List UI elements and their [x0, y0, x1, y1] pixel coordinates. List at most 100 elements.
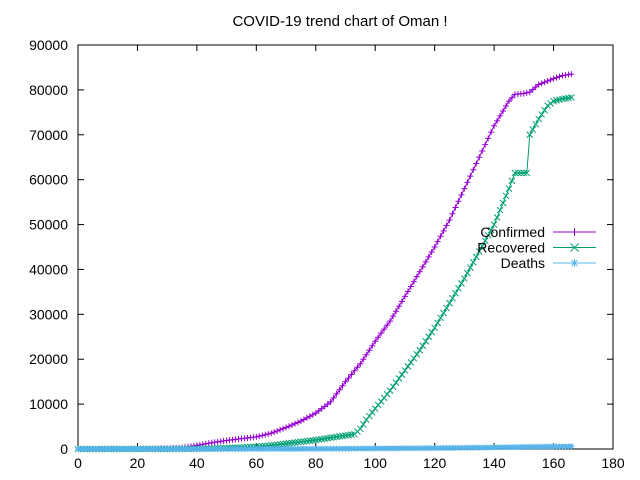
x-tick-label: 140: [482, 455, 506, 471]
data-point-confirmed: [360, 356, 367, 363]
data-point-confirmed: [271, 429, 278, 436]
data-point-recovered: [428, 328, 436, 336]
data-point-confirmed: [348, 371, 355, 378]
data-point-confirmed: [277, 426, 284, 433]
data-point-confirmed: [283, 424, 290, 431]
x-tick-label: 40: [189, 455, 205, 471]
data-point-recovered: [514, 169, 522, 177]
data-point-recovered: [416, 346, 424, 354]
data-point-confirmed: [262, 431, 269, 438]
data-point-recovered: [568, 94, 575, 101]
data-point-recovered: [425, 333, 433, 341]
data-point-confirmed: [265, 431, 272, 438]
data-point-recovered: [493, 214, 501, 221]
data-point-confirmed: [455, 198, 462, 205]
data-point-recovered: [502, 192, 510, 200]
data-point-confirmed: [396, 303, 402, 310]
data-point-confirmed: [327, 398, 334, 405]
data-point-confirmed: [434, 238, 441, 245]
legend-label-recovered: Recovered: [477, 240, 545, 256]
data-point-confirmed: [550, 75, 557, 82]
data-point-recovered: [392, 379, 400, 386]
data-point-recovered: [449, 294, 456, 302]
data-point-recovered: [404, 363, 412, 370]
data-point-confirmed: [538, 80, 545, 87]
data-point-confirmed: [458, 191, 465, 198]
x-tick-label: 20: [130, 455, 146, 471]
data-point-confirmed: [381, 326, 388, 333]
axes-group: 0 20 40 60 80 100 120 140 160 180 0 10000 20000 30000…: [29, 37, 625, 471]
data-point-confirmed: [485, 135, 492, 142]
data-point-confirmed: [541, 79, 548, 86]
data-point-confirmed: [422, 258, 429, 265]
y-tick-label: 60000: [29, 172, 68, 188]
data-point-confirmed: [387, 318, 394, 325]
data-point-recovered: [484, 231, 492, 239]
legend-label-confirmed: Confirmed: [480, 224, 545, 240]
data-point-confirmed: [330, 394, 337, 401]
x-tick-label: 0: [74, 455, 82, 471]
data-point-recovered: [523, 169, 531, 177]
data-point-confirmed: [461, 185, 468, 192]
data-point-confirmed: [366, 347, 373, 354]
data-point-recovered: [395, 375, 403, 382]
data-point-deaths: [568, 443, 575, 450]
data-point-recovered: [452, 289, 459, 297]
x-tick-label: 180: [601, 455, 625, 471]
data-point-recovered: [386, 387, 394, 394]
data-point-recovered: [365, 412, 373, 420]
data-point-confirmed: [294, 419, 301, 426]
data-point-confirmed: [407, 283, 414, 290]
data-point-recovered: [520, 169, 528, 177]
data-point-recovered: [517, 169, 525, 177]
data-point-confirmed: [401, 293, 408, 300]
data-point-recovered: [544, 102, 551, 109]
data-point-recovered: [440, 309, 447, 317]
data-point-recovered: [547, 100, 554, 107]
data-point-recovered: [434, 319, 441, 327]
data-point-confirmed: [508, 94, 515, 101]
data-point-recovered: [419, 342, 427, 350]
data-point-confirmed: [523, 89, 530, 96]
data-point-confirmed: [393, 308, 400, 315]
x-tick-label: 160: [542, 455, 566, 471]
data-point-confirmed: [375, 334, 382, 341]
data-point-confirmed: [205, 440, 212, 447]
data-point-recovered: [464, 269, 471, 277]
data-point-confirmed: [428, 248, 435, 255]
data-point-recovered: [410, 354, 418, 362]
data-point-recovered: [368, 408, 376, 416]
data-point-recovered: [529, 126, 537, 133]
data-point-recovered: [431, 324, 439, 332]
data-point-confirmed: [503, 103, 509, 110]
data-point-confirmed: [529, 86, 536, 93]
data-point-recovered: [413, 350, 421, 358]
data-point-confirmed: [440, 227, 447, 234]
data-point-confirmed: [464, 179, 471, 186]
data-point-confirmed: [470, 166, 477, 173]
y-tick-label: 20000: [29, 351, 68, 367]
data-point-confirmed: [354, 364, 361, 371]
data-point-confirmed: [491, 122, 498, 129]
data-point-confirmed: [289, 421, 295, 428]
data-point-recovered: [511, 169, 519, 177]
data-point-recovered: [469, 258, 477, 266]
data-point-confirmed: [398, 298, 405, 305]
data-point-confirmed: [351, 367, 358, 374]
data-point-recovered: [422, 337, 430, 345]
data-point-recovered: [475, 248, 483, 255]
data-point-confirmed: [476, 154, 483, 161]
data-point-recovered: [505, 185, 513, 192]
y-tick-label: 10000: [29, 396, 68, 412]
data-point-confirmed: [553, 74, 560, 81]
x-tick-label: 80: [308, 455, 324, 471]
data-point-recovered: [499, 199, 507, 207]
data-point-confirmed: [274, 427, 281, 434]
data-point-confirmed: [336, 386, 343, 393]
data-point-confirmed: [520, 90, 527, 97]
data-point-confirmed: [410, 278, 417, 285]
data-point-confirmed: [259, 432, 266, 439]
